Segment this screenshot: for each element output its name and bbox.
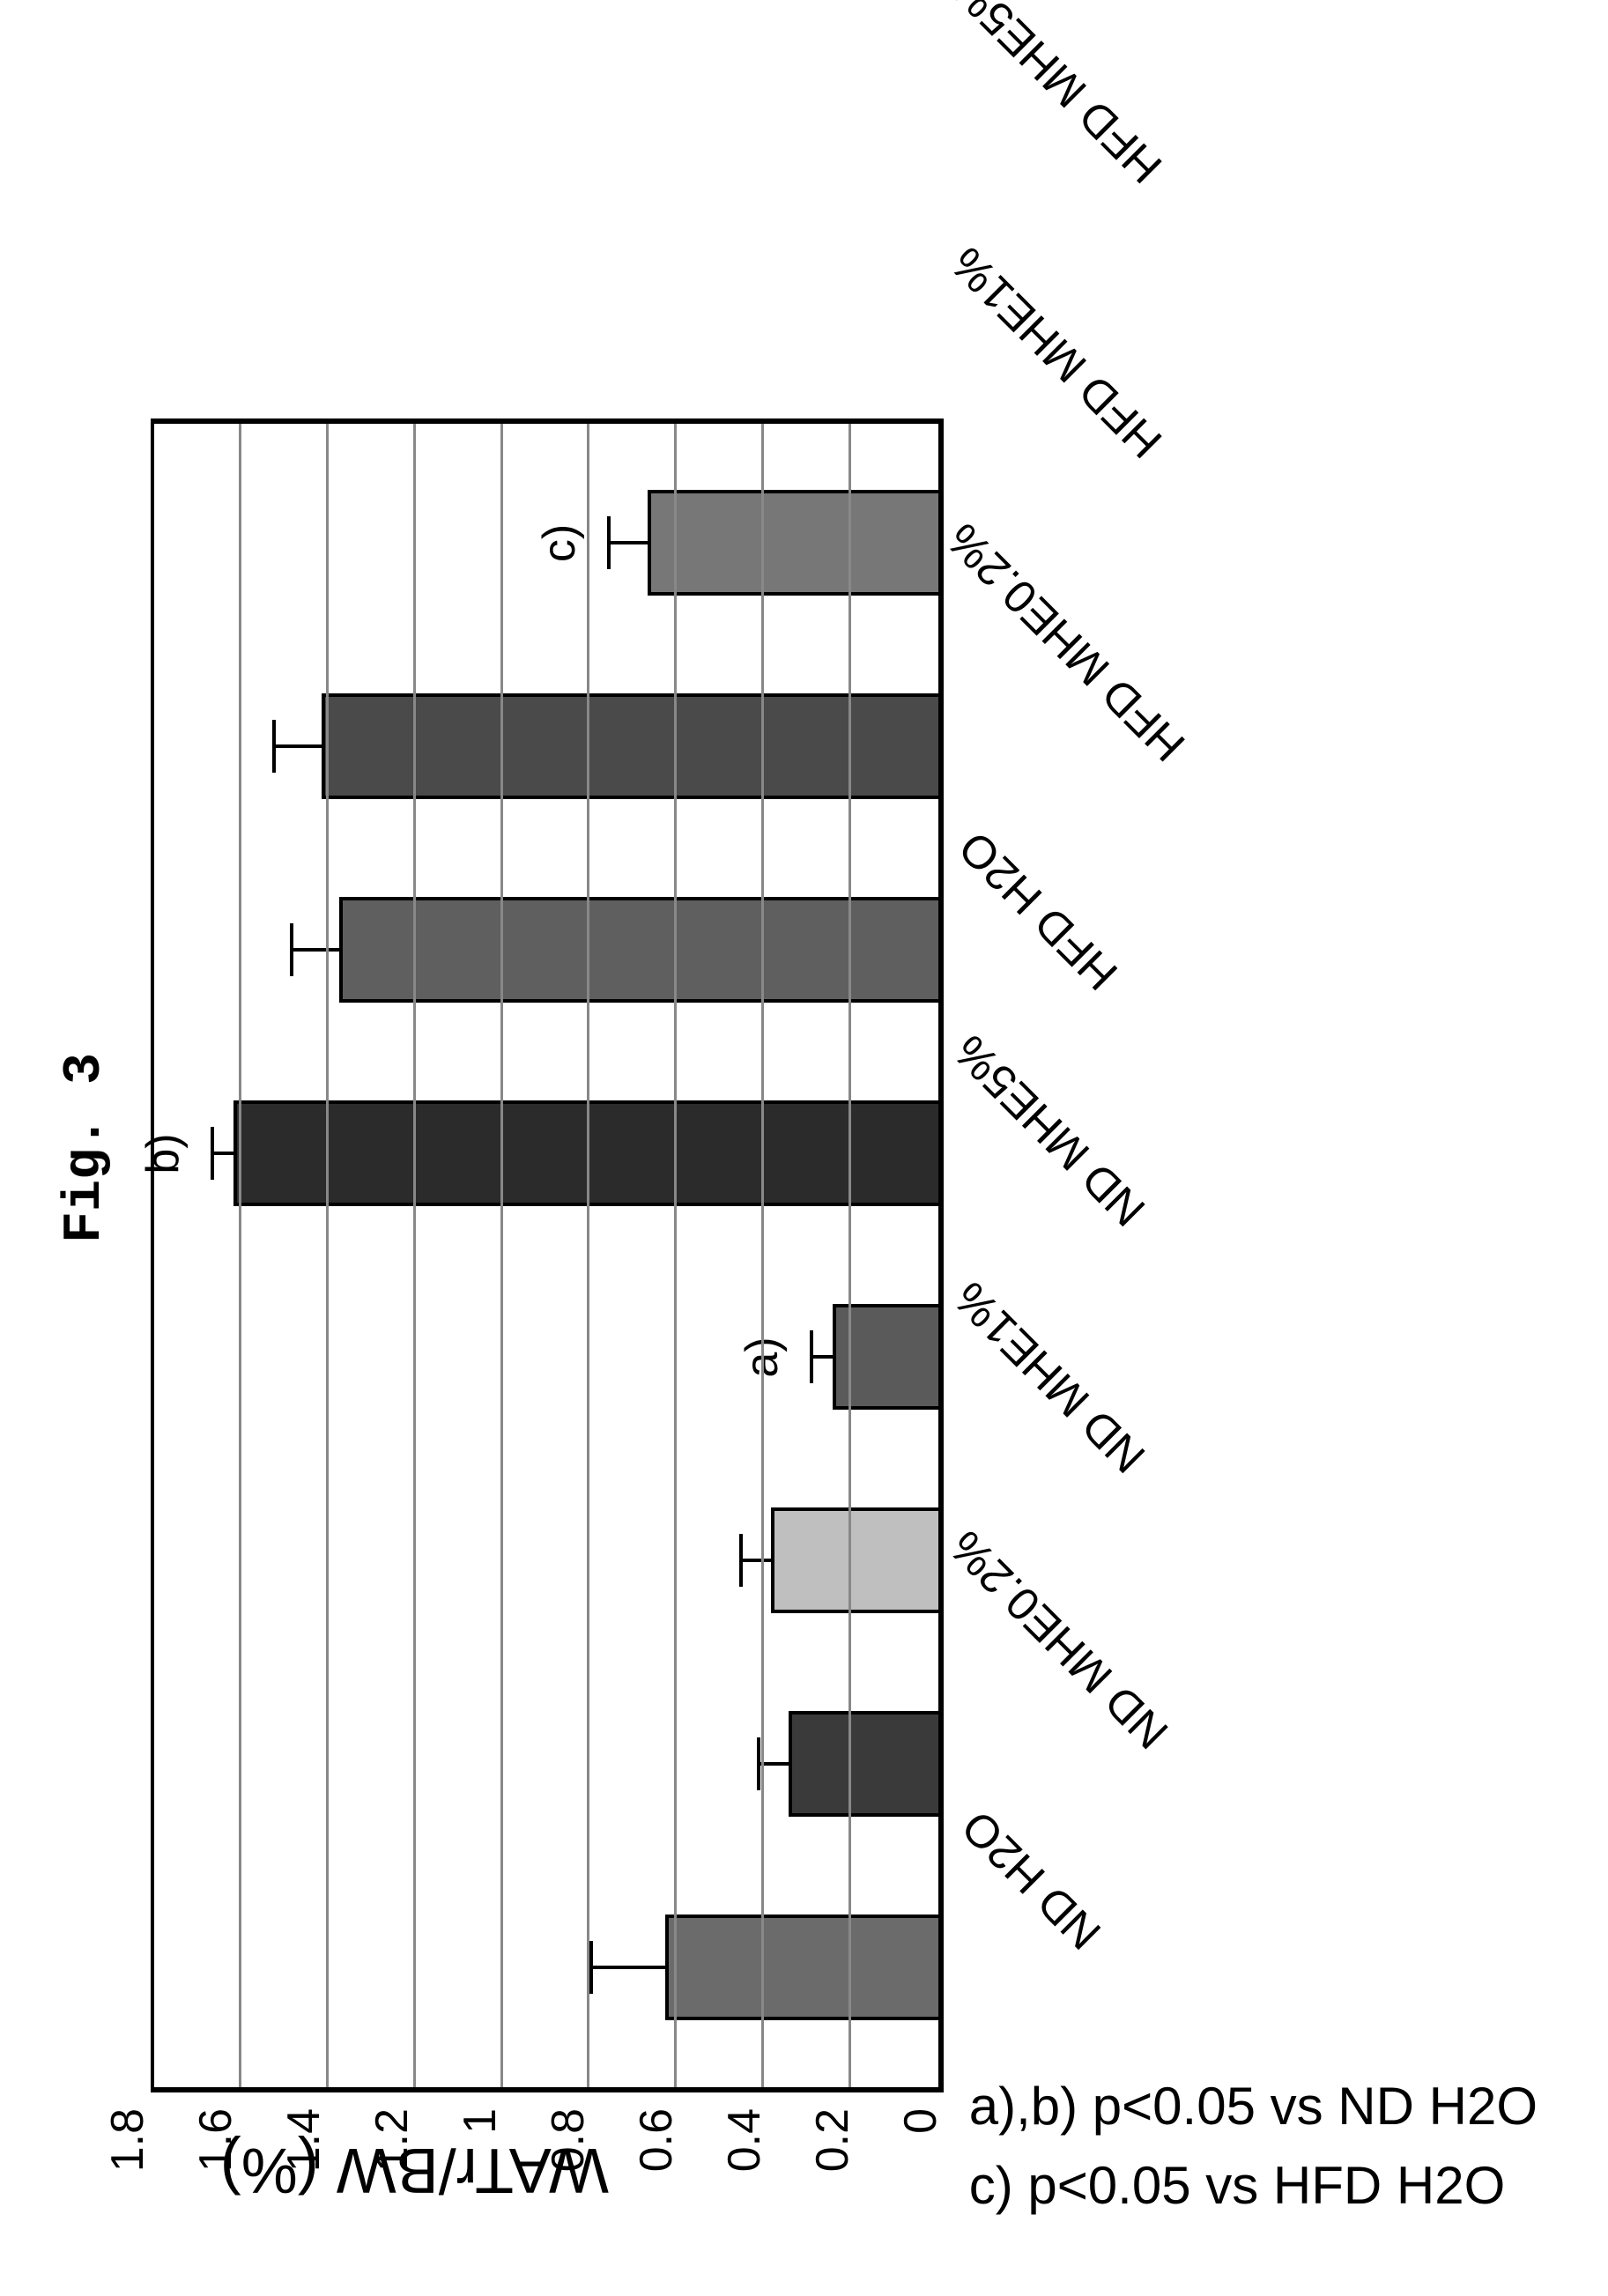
bar-slot xyxy=(154,645,938,848)
x-label: ND MHE1% xyxy=(944,1270,1156,1483)
error-bar xyxy=(272,745,325,749)
bar-slot xyxy=(154,1866,938,2070)
bar-face xyxy=(792,1715,938,1814)
bar-slot: c) xyxy=(154,441,938,645)
figure-wrap: Fig. 3 WATr/BW (%) 1.81.61.41.210.80.60.… xyxy=(56,91,1553,2205)
plot-row: 1.81.61.41.210.80.60.40.20 a)b) c) xyxy=(151,346,944,2108)
x-label: HFD MHE0.2% xyxy=(937,513,1196,772)
bar-face xyxy=(669,1919,938,2018)
bar xyxy=(233,1101,938,1207)
x-label: ND MHE0.2% xyxy=(939,1520,1178,1759)
error-bar xyxy=(290,949,343,952)
bar-slot: a) xyxy=(154,1255,938,1459)
chart-column: 1.81.61.41.210.80.60.40.20 a)b) c) ND H2O… xyxy=(151,346,997,2108)
bar-slot xyxy=(154,1459,938,1663)
bar-slot: b) xyxy=(154,1052,938,1255)
x-label: HFD H2O xyxy=(948,821,1128,1001)
bar-face xyxy=(774,1512,938,1611)
error-bar xyxy=(739,1559,774,1563)
grid-line xyxy=(587,424,589,2087)
footnotes: a),b) p<0.05 vs ND H2O c) p<0.05 vs HFD … xyxy=(969,2067,1538,2226)
bar xyxy=(789,1712,938,1818)
plot-area: a)b) c) xyxy=(151,418,944,2092)
x-label: HFD MHE5% xyxy=(940,0,1172,193)
grid-line xyxy=(674,424,677,2087)
x-label: HFD MHE1% xyxy=(940,236,1172,468)
bar-slot xyxy=(154,1663,938,1866)
grid-line xyxy=(500,424,502,2087)
bars-container: a)b) c) xyxy=(154,424,938,2087)
grid-line xyxy=(848,424,851,2087)
grid-line xyxy=(761,424,764,2087)
chart: WATr/BW (%) 1.81.61.41.210.80.60.40.20 a… xyxy=(151,91,997,2205)
x-label: ND H2O xyxy=(952,1800,1111,1959)
bar-slot xyxy=(154,848,938,1052)
grid-line xyxy=(412,424,415,2087)
y-ticks: 1.81.61.41.210.80.60.40.20 xyxy=(151,2092,944,2108)
error-bar xyxy=(211,1152,237,1156)
figure-title: Fig. 3 xyxy=(56,91,115,2205)
footnote-line-1: a),b) p<0.05 vs ND H2O xyxy=(969,2067,1538,2146)
bar-annotation: c) xyxy=(533,524,586,562)
error-bar xyxy=(607,542,651,545)
bar-face xyxy=(325,698,938,796)
bar xyxy=(771,1508,938,1614)
grid-line xyxy=(325,424,328,2087)
error-bar xyxy=(810,1356,836,1359)
x-labels: ND H2OND MHE0.2%ND MHE1%ND MHE5%HFD H2OH… xyxy=(944,346,997,2020)
x-label: ND MHE5% xyxy=(944,1024,1156,1236)
bar xyxy=(665,1915,938,2021)
bar-face xyxy=(651,494,938,593)
footnote-line-2: c) p<0.05 vs HFD H2O xyxy=(969,2146,1538,2226)
bar xyxy=(648,491,938,596)
grid-line xyxy=(238,424,241,2087)
error-bar xyxy=(589,1966,669,1970)
bar-annotation: b) xyxy=(137,1133,189,1174)
